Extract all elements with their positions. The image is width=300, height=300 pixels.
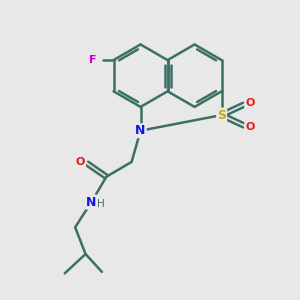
Text: O: O [245,122,254,132]
Text: N: N [135,124,146,137]
Text: F: F [89,55,96,65]
Text: N: N [86,196,96,208]
Text: S: S [217,109,226,122]
Text: H: H [97,200,104,209]
Text: O: O [245,98,254,108]
Text: O: O [76,157,85,167]
